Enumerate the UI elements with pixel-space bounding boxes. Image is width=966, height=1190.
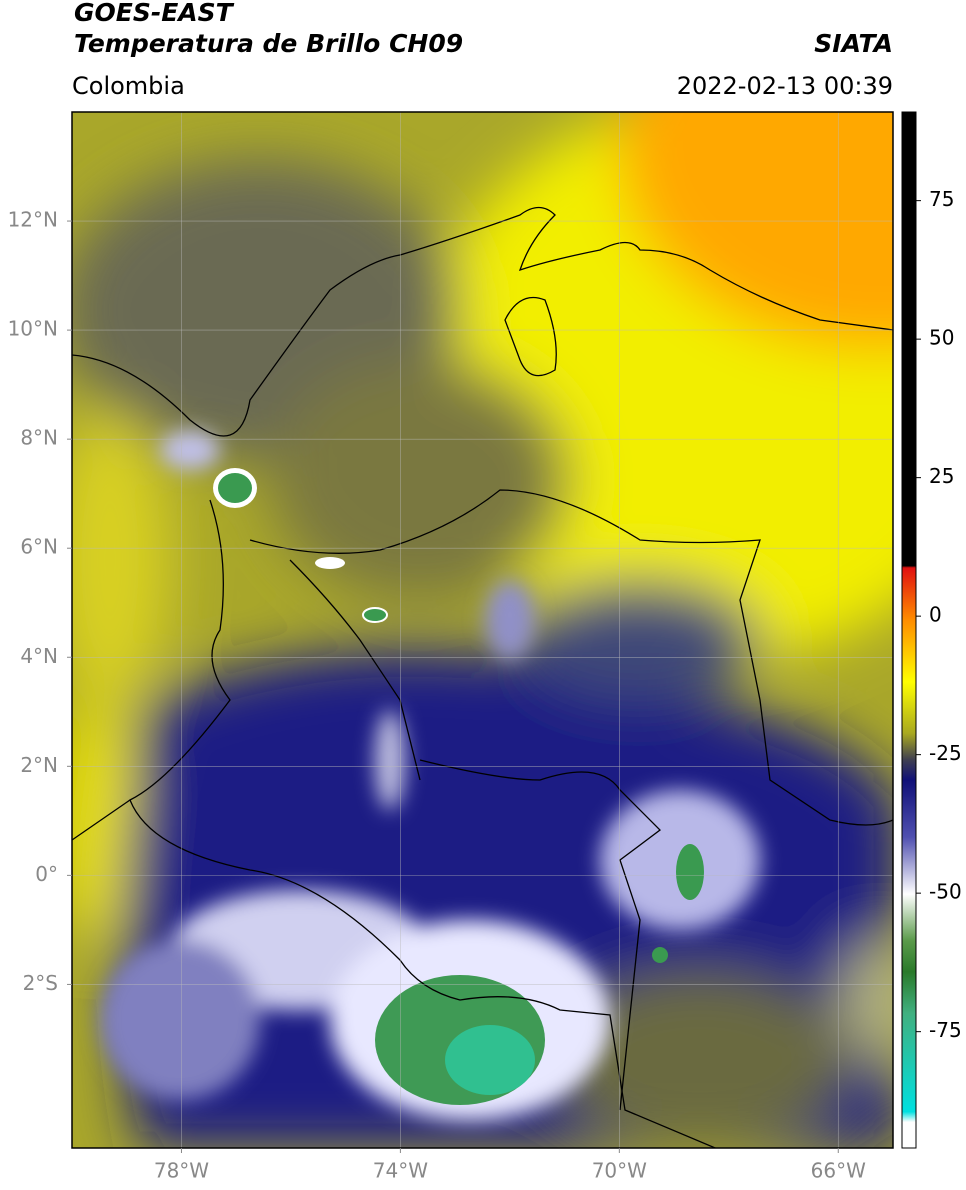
- y-tick-label: 6°N: [20, 535, 58, 559]
- x-tick-label: 74°W: [373, 1159, 428, 1183]
- title: Temperatura de Brillo CH09: [74, 29, 463, 58]
- title: GOES-EAST: [74, 0, 235, 27]
- colorbar-tick-label: 0: [929, 603, 942, 627]
- colorbar-tick-label: 75: [929, 187, 954, 211]
- timestamp: 2022-02-13 00:39: [677, 72, 893, 100]
- grid: [72, 112, 893, 1148]
- y-tick-label: 2°N: [20, 753, 58, 777]
- y-tick-label: 8°N: [20, 426, 58, 450]
- source: SIATA: [814, 29, 893, 58]
- colorbar: [901, 111, 917, 1149]
- region: Colombia: [72, 72, 185, 100]
- y-tick-label: 0°: [35, 862, 58, 886]
- colorbar-tick-label: -50: [929, 880, 962, 904]
- y-tick-label: 10°N: [8, 317, 58, 341]
- colorbar-tick-label: 25: [929, 464, 954, 488]
- colorbar-tick-label: 50: [929, 326, 954, 350]
- satellite-image: [72, 112, 893, 1148]
- y-tick-label: 12°N: [8, 208, 58, 232]
- colorbar-tick-label: -25: [929, 741, 962, 765]
- x-tick-label: 78°W: [154, 1159, 209, 1183]
- x-tick-label: 66°W: [811, 1159, 866, 1183]
- y-tick-label: 2°S: [23, 971, 58, 995]
- map-frame: [71, 111, 894, 1149]
- colorbar-tick-label: -75: [929, 1018, 962, 1042]
- y-tick-label: 4°N: [20, 644, 58, 668]
- x-tick-label: 70°W: [592, 1159, 647, 1183]
